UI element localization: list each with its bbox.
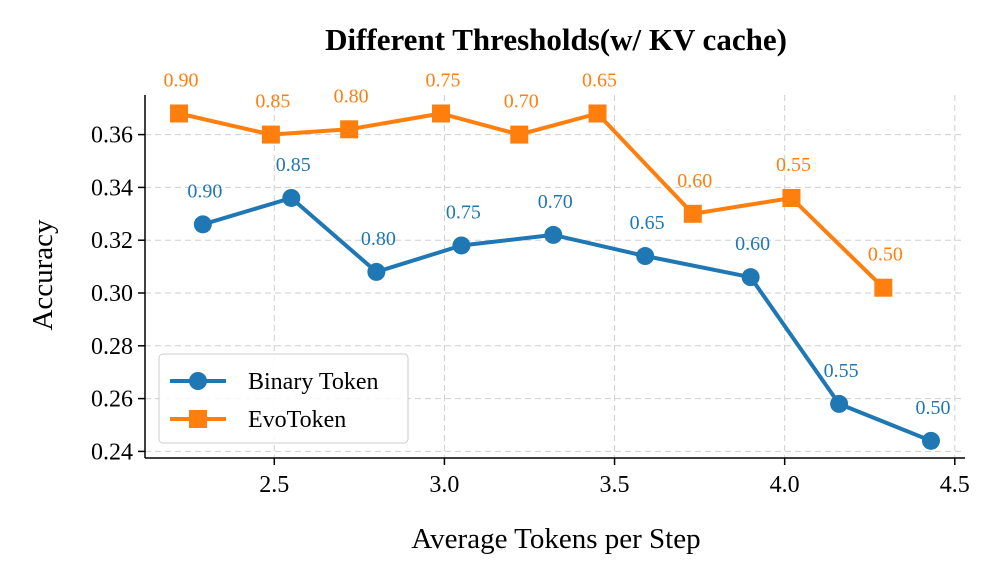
data-label-evotoken: 0.65 — [582, 69, 617, 91]
data-label-binary-token: 0.65 — [630, 212, 665, 234]
x-tick-label: 3.0 — [429, 472, 459, 498]
legend-entry-evotoken: EvoToken — [170, 407, 346, 433]
data-point-binary-token — [282, 188, 301, 207]
data-point-binary-token — [367, 262, 386, 281]
data-point-binary-token — [636, 247, 655, 266]
data-label-evotoken: 0.90 — [164, 69, 199, 91]
y-tick-label: 0.36 — [91, 123, 133, 149]
data-point-binary-token — [830, 394, 849, 413]
data-point-binary-token — [193, 215, 212, 234]
data-label-binary-token: 0.55 — [824, 360, 859, 382]
y-tick-label: 0.26 — [91, 387, 133, 413]
data-point-evotoken — [170, 104, 189, 123]
x-axis-label: Average Tokens per Step — [411, 523, 700, 555]
data-point-evotoken — [782, 188, 801, 207]
legend-marker-evotoken — [189, 410, 207, 428]
series-binary-token: 0.90 0.85 0.80 0.75 0.70 0.65 0.60 0.55 0.50 — [187, 154, 950, 450]
data-point-evotoken — [683, 204, 702, 223]
grid — [145, 95, 965, 458]
data-label-evotoken: 0.80 — [334, 85, 369, 107]
legend-entry-binary-token: Binary Token — [170, 369, 379, 395]
data-label-binary-token: 0.75 — [446, 201, 481, 223]
y-tick-label: 0.34 — [91, 175, 133, 201]
data-point-binary-token — [741, 268, 760, 287]
legend-label-evotoken: EvoToken — [248, 407, 346, 433]
data-label-evotoken: 0.70 — [504, 91, 539, 113]
y-axis-label: Accuracy — [27, 219, 59, 331]
data-point-evotoken — [874, 278, 893, 297]
data-label-binary-token: 0.70 — [538, 191, 573, 213]
legend: Binary Token EvoToken — [158, 353, 409, 444]
data-label-evotoken: 0.85 — [255, 91, 290, 113]
series-evotoken: 0.90 0.85 0.80 0.75 0.70 0.65 0.60 0.55 0.50 — [164, 69, 903, 297]
x-tick-label: 3.5 — [600, 472, 630, 498]
x-tick-label: 2.5 — [259, 472, 289, 498]
data-label-evotoken: 0.50 — [868, 244, 903, 266]
data-point-binary-token — [921, 431, 940, 450]
data-point-evotoken — [588, 104, 607, 123]
data-point-binary-token — [452, 236, 471, 255]
data-point-binary-token — [544, 225, 563, 244]
y-tick-label: 0.32 — [91, 228, 133, 254]
chart-title: Different Thresholds(w/ KV cache) — [325, 22, 787, 57]
legend-marker-binary-token — [189, 372, 207, 390]
data-label-binary-token: 0.80 — [361, 228, 396, 250]
data-point-evotoken — [510, 125, 529, 144]
data-label-binary-token: 0.85 — [276, 154, 311, 176]
y-tick-label: 0.28 — [91, 334, 133, 360]
x-tick-label: 4.5 — [940, 472, 970, 498]
data-label-binary-token: 0.50 — [915, 397, 950, 419]
data-label-evotoken: 0.75 — [426, 69, 461, 91]
x-tick-label: 4.0 — [770, 472, 800, 498]
y-tick-label: 0.30 — [91, 281, 133, 307]
series-layer: 0.900.850.800.75 0.700.650.600.550.500.90… — [164, 69, 950, 450]
data-point-evotoken — [261, 125, 280, 144]
data-label-binary-token: 0.90 — [187, 180, 222, 202]
data-point-evotoken — [340, 120, 359, 139]
axes: 2.5 3.0 3.5 4.0 4.5 0.24 0.26 0.28 0.30 0.32 0.34 0… — [91, 95, 970, 498]
data-label-evotoken: 0.55 — [776, 154, 811, 176]
y-tick-label: 0.24 — [91, 439, 133, 465]
legend-label-binary-token: Binary Token — [248, 369, 379, 395]
data-point-evotoken — [432, 104, 451, 123]
data-label-binary-token: 0.60 — [735, 233, 770, 255]
data-label-evotoken: 0.60 — [677, 170, 712, 192]
